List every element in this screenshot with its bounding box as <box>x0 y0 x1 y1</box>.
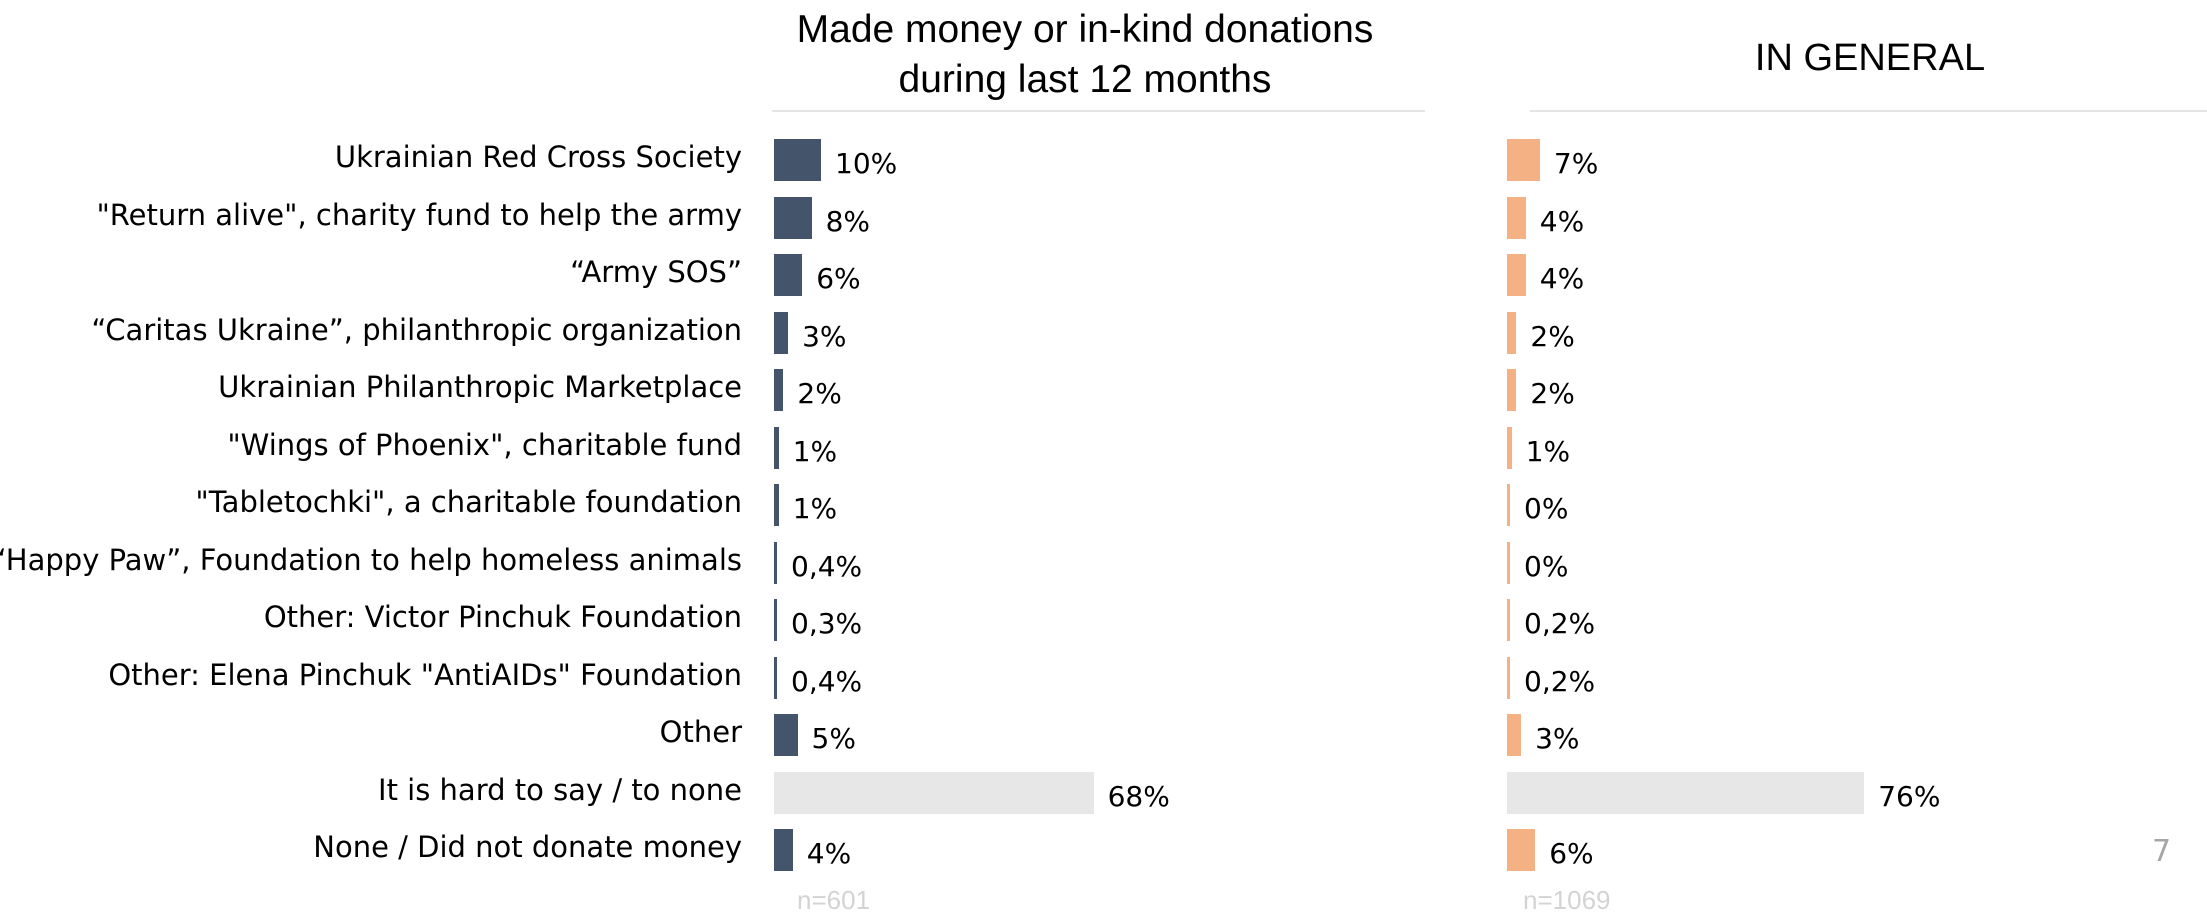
left-bar <box>774 484 779 526</box>
right-bar <box>1507 656 1510 699</box>
right-value-label: 1% <box>1525 434 1571 468</box>
left-sample-size: n=601 <box>797 885 871 915</box>
right-bar <box>1507 139 1540 181</box>
right-sample-size: n=1069 <box>1523 885 1611 915</box>
left-bar <box>774 426 779 469</box>
right-value-label: 7% <box>1553 147 1599 180</box>
left-bar <box>774 541 777 584</box>
right-value-label: 76% <box>1878 779 1941 813</box>
right-value-label: 6% <box>1549 837 1594 870</box>
right-value-label: 3% <box>1535 722 1580 755</box>
category-label: "Tabletochki", a charitable foundation <box>195 485 742 519</box>
right-value-label: 0% <box>1524 492 1569 525</box>
right-bar <box>1507 311 1517 354</box>
left-value-label: 4% <box>806 837 852 870</box>
left-value-label: 2% <box>797 377 842 410</box>
right-bar <box>1507 771 1865 814</box>
right-value-label: 2% <box>1530 377 1575 410</box>
left-value-label: 0,4% <box>791 549 863 583</box>
right-bar <box>1507 369 1517 411</box>
category-label: “Happy Paw”, Foundation to help homeless… <box>0 542 742 577</box>
right-bar <box>1507 714 1522 756</box>
left-bar <box>774 714 798 756</box>
right-value-label: 2% <box>1530 319 1575 353</box>
right-value-label: 4% <box>1539 204 1585 238</box>
category-label: Other: Elena Pinchuk "AntiAIDs" Foundati… <box>108 657 742 692</box>
category-label: None / Did not donate money <box>313 830 742 864</box>
right-bar <box>1507 484 1510 526</box>
left-bar <box>774 829 793 871</box>
right-bar <box>1507 599 1510 641</box>
right-value-label: 0% <box>1524 549 1569 583</box>
left-chart-title: Made money or in-kind donations during l… <box>796 8 1374 101</box>
category-label: It is hard to say / to none <box>378 772 742 807</box>
left-bar <box>774 599 777 641</box>
category-label: Ukrainian Red Cross Society <box>334 140 742 174</box>
left-value-label: 3% <box>802 319 847 353</box>
right-bar <box>1507 196 1526 239</box>
category-label: "Return alive", charity fund to help the… <box>96 197 742 232</box>
left-bar <box>774 196 812 239</box>
category-label: "Wings of Phoenix", charitable fund <box>227 427 742 462</box>
right-value-label: 4% <box>1539 262 1585 295</box>
right-value-label: 0,2% <box>1524 607 1596 640</box>
left-value-label: 0,4% <box>791 664 863 698</box>
right-value-label: 0,2% <box>1524 664 1596 698</box>
category-label: “Army SOS” <box>570 255 742 289</box>
left-value-label: 6% <box>816 262 861 295</box>
left-value-label: 1% <box>792 434 838 468</box>
left-bar <box>774 311 789 354</box>
category-label: Other <box>659 715 742 749</box>
category-label: “Caritas Ukraine”, philanthropic organiz… <box>91 312 742 347</box>
left-value-label: 10% <box>835 147 898 180</box>
category-label: Other: Victor Pinchuk Foundation <box>263 600 742 634</box>
right-title-divider <box>1530 110 2207 112</box>
right-bar <box>1507 254 1526 296</box>
left-bar <box>774 369 784 411</box>
right-bar <box>1507 426 1512 469</box>
left-value-label: 5% <box>811 722 856 755</box>
left-value-label: 1% <box>792 492 838 525</box>
right-bar <box>1507 541 1510 584</box>
right-bar <box>1507 829 1536 871</box>
left-bar <box>774 771 1094 814</box>
left-bar <box>774 139 821 181</box>
category-label: Ukrainian Philanthropic Marketplace <box>218 370 742 404</box>
left-value-label: 68% <box>1107 779 1170 813</box>
left-bar <box>774 254 803 296</box>
page-number: 7 <box>2152 834 2172 869</box>
right-chart-title: IN GENERAL <box>1754 37 1986 79</box>
left-bar <box>774 656 777 699</box>
left-title-divider <box>772 110 1425 112</box>
left-value-label: 8% <box>825 204 871 238</box>
left-value-label: 0,3% <box>791 607 863 640</box>
